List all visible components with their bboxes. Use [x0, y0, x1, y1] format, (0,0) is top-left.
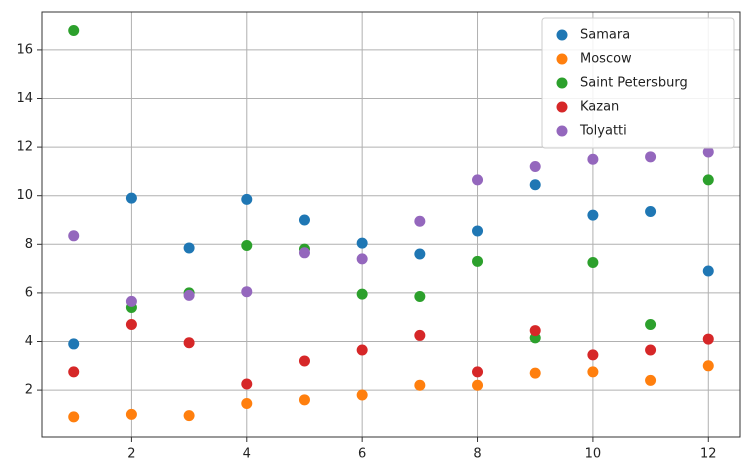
- legend-marker: [556, 29, 568, 41]
- y-tick-label: 4: [25, 334, 33, 349]
- point: [298, 394, 310, 406]
- point: [414, 215, 426, 227]
- point: [241, 240, 253, 252]
- point: [183, 242, 195, 254]
- y-tick-label: 12: [16, 140, 33, 155]
- point: [356, 237, 368, 249]
- point: [125, 318, 137, 330]
- point: [472, 225, 484, 237]
- point: [472, 379, 484, 391]
- point: [68, 24, 80, 36]
- point: [68, 366, 80, 378]
- x-tick-label: 4: [243, 447, 251, 462]
- point: [241, 397, 253, 409]
- legend-label: Moscow: [580, 52, 632, 67]
- point: [414, 379, 426, 391]
- point: [702, 333, 714, 345]
- legend: Samara Moscow Saint Petersburg Kazan Tolyatt…: [541, 17, 735, 149]
- point: [587, 349, 599, 361]
- point: [241, 378, 253, 390]
- point: [702, 146, 714, 158]
- point: [125, 295, 137, 307]
- point: [68, 411, 80, 423]
- point: [472, 255, 484, 267]
- x-tick-label: 10: [585, 447, 602, 462]
- point: [68, 230, 80, 242]
- legend-marker: [556, 53, 568, 65]
- point: [125, 192, 137, 204]
- y-tick-label: 16: [16, 42, 33, 57]
- point: [645, 205, 657, 217]
- point: [356, 288, 368, 300]
- point: [125, 408, 137, 420]
- x-tick-label: 8: [473, 447, 481, 462]
- point: [645, 318, 657, 330]
- y-tick-label: 6: [25, 285, 33, 300]
- legend-marker: [556, 125, 568, 137]
- point: [645, 344, 657, 356]
- point: [702, 265, 714, 277]
- x-tick-label: 2: [127, 447, 135, 462]
- legend-box: [541, 17, 735, 149]
- point: [645, 374, 657, 386]
- point: [587, 257, 599, 269]
- y-tick-label: 2: [25, 383, 33, 398]
- point: [702, 174, 714, 186]
- y-tick-label: 14: [16, 91, 33, 106]
- point: [183, 410, 195, 422]
- legend-label: Saint Petersburg: [580, 76, 688, 91]
- point: [356, 253, 368, 265]
- point: [356, 389, 368, 401]
- y-tick-label: 10: [16, 188, 33, 203]
- point: [241, 286, 253, 298]
- legend-label: Kazan: [580, 100, 619, 115]
- legend-label: Samara: [580, 28, 630, 43]
- point: [183, 337, 195, 349]
- plot-frame: [41, 11, 741, 438]
- point: [472, 174, 484, 186]
- point: [414, 291, 426, 303]
- point: [645, 151, 657, 163]
- legend-label: Tolyatti: [579, 124, 627, 139]
- point: [414, 248, 426, 260]
- point: [587, 153, 599, 165]
- point: [298, 214, 310, 226]
- point: [68, 338, 80, 350]
- legend-marker: [556, 77, 568, 89]
- point: [529, 325, 541, 337]
- point: [414, 329, 426, 341]
- point: [298, 355, 310, 367]
- point: [587, 366, 599, 378]
- point: [241, 193, 253, 205]
- x-tick-label: 6: [358, 447, 366, 462]
- point: [587, 209, 599, 221]
- point: [356, 344, 368, 356]
- point: [702, 360, 714, 372]
- legend-marker: [556, 101, 568, 113]
- point: [472, 366, 484, 378]
- point: [529, 367, 541, 379]
- x-tick-label: 12: [700, 447, 717, 462]
- y-tick-label: 8: [25, 237, 33, 252]
- point: [529, 161, 541, 173]
- point: [183, 289, 195, 301]
- point: [529, 179, 541, 191]
- point: [298, 247, 310, 259]
